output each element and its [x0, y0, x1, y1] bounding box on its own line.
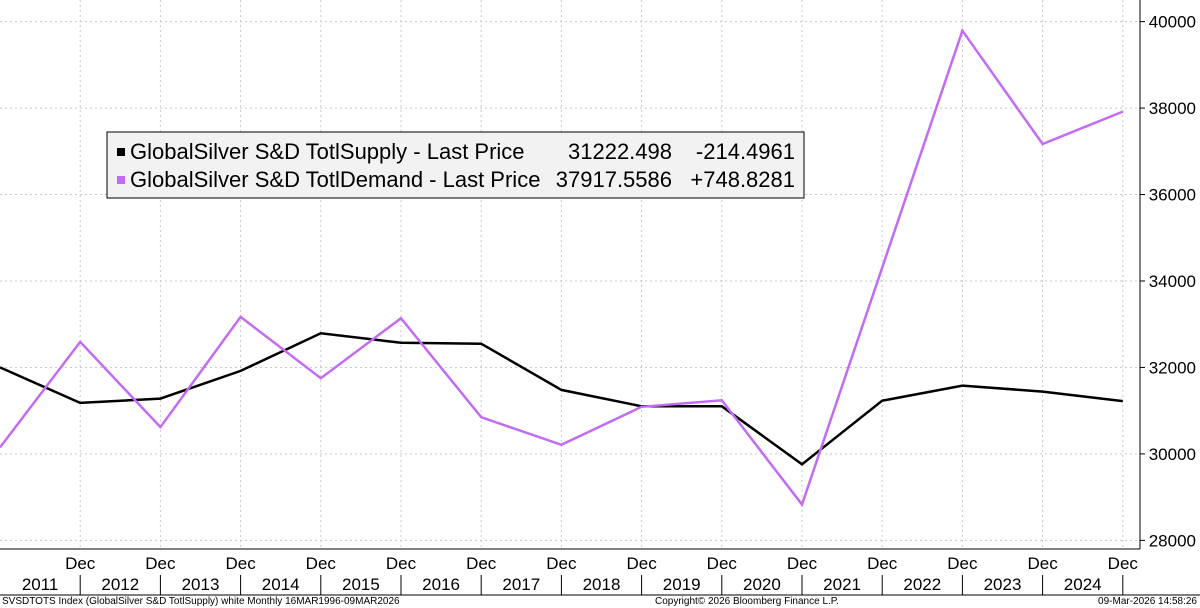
y-tick-label: 38000: [1149, 99, 1196, 118]
x-tick-label: Dec: [707, 554, 738, 573]
legend-swatch: [117, 176, 125, 184]
legend-change: -214.4961: [696, 139, 795, 164]
x-tick-label: Dec: [65, 554, 96, 573]
x-year-label: 2023: [984, 575, 1022, 594]
x-tick-label: Dec: [947, 554, 978, 573]
grid: [0, 0, 1140, 549]
x-year-label: 2019: [663, 575, 701, 594]
x-year-label: 2020: [743, 575, 781, 594]
y-tick-label: 30000: [1149, 445, 1196, 464]
x-tick-label: Dec: [867, 554, 898, 573]
footer-source: SVSDTOTS Index (GlobalSilver S&D TotlSup…: [2, 596, 400, 607]
x-tick-label: Dec: [306, 554, 337, 573]
x-year-label: 2015: [342, 575, 380, 594]
x-tick-label: Dec: [787, 554, 818, 573]
y-tick-label: 32000: [1149, 358, 1196, 377]
x-tick-label: Dec: [225, 554, 256, 573]
y-tick-label: 34000: [1149, 272, 1196, 291]
x-year-label: 2024: [1064, 575, 1102, 594]
x-year-label: 2017: [502, 575, 540, 594]
x-year-label: 2018: [583, 575, 621, 594]
y-tick-label: 36000: [1149, 186, 1196, 205]
y-tick-label: 28000: [1149, 531, 1196, 550]
legend-box: [106, 131, 805, 199]
series-line-demand: [0, 27, 1124, 508]
x-tick-label: Dec: [546, 554, 577, 573]
legend-change: +748.8281: [690, 167, 795, 192]
x-year-label: 2021: [823, 575, 861, 594]
legend: GlobalSilver S&D TotlSupply - Last Price…: [106, 131, 805, 199]
legend-series-name: GlobalSilver S&D TotlSupply - Last Price: [130, 139, 525, 164]
x-year-label: 2022: [903, 575, 941, 594]
y-tick-label: 40000: [1149, 13, 1196, 32]
x-tick-label: Dec: [626, 554, 657, 573]
x-year-label: 2014: [262, 575, 300, 594]
x-tick-label: Dec: [145, 554, 176, 573]
x-year-label: 2012: [101, 575, 139, 594]
legend-last-value: 37917.5586: [556, 167, 672, 192]
legend-last-value: 31222.498: [568, 139, 672, 164]
x-tick-label: Dec: [1027, 554, 1058, 573]
y-axis: 28000 30000 32000 34000 36000 38000 40000: [1139, 0, 1196, 550]
x-tick-label: Dec: [1108, 554, 1139, 573]
x-year-label: 2016: [422, 575, 460, 594]
series-group: [0, 27, 1124, 508]
x-axis: Dec Dec Dec Dec Dec Dec Dec Dec Dec Dec Dec Dec Dec D…: [0, 548, 1200, 596]
x-tick-label: Dec: [386, 554, 417, 573]
legend-swatch: [117, 148, 125, 156]
footer-copyright: Copyright© 2026 Bloomberg Finance L.P.: [655, 596, 839, 607]
x-year-label: 2011: [22, 575, 59, 594]
footer: SVSDTOTS Index (GlobalSilver S&D TotlSup…: [2, 596, 1197, 607]
x-year-label: 2013: [182, 575, 220, 594]
x-tick-label: Dec: [466, 554, 497, 573]
footer-timestamp: 09-Mar-2026 14:58:26: [1098, 596, 1197, 607]
legend-series-name: GlobalSilver S&D TotlDemand - Last Price: [130, 167, 540, 192]
